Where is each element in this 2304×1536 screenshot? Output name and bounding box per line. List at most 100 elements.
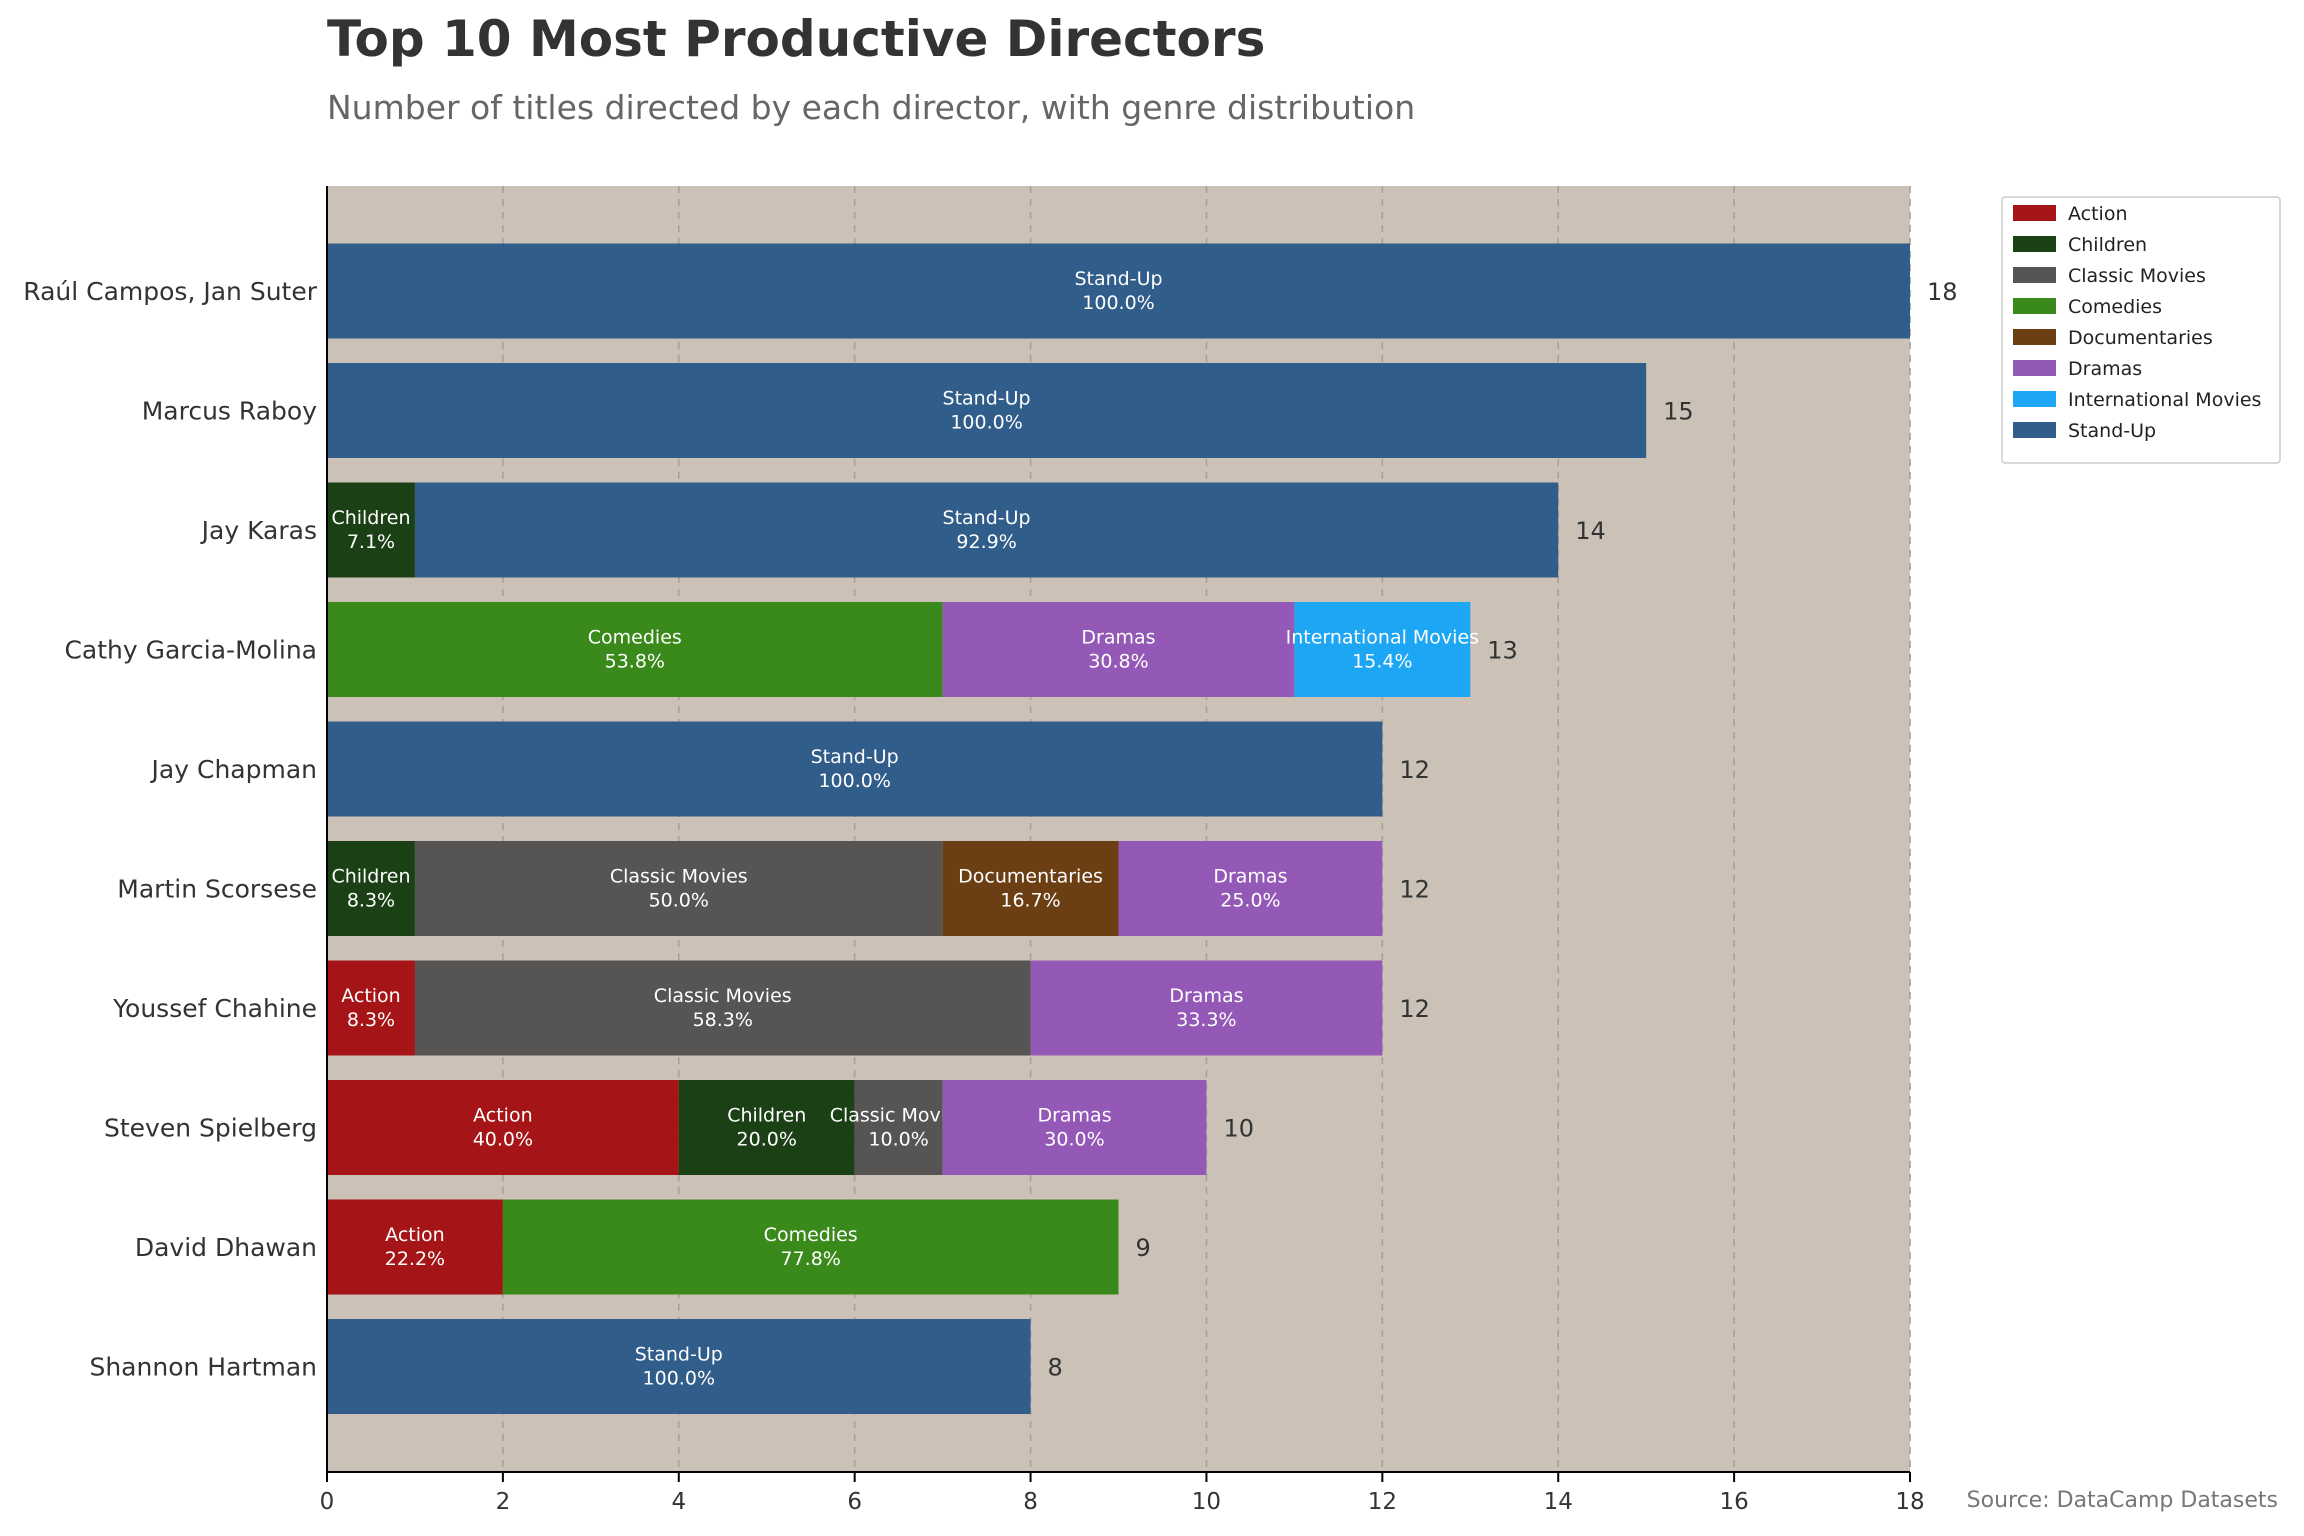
bar-segment-stand-up [327, 243, 1910, 339]
segment-percent-label: 33.3% [1176, 1009, 1236, 1031]
bar-segment-international-movies [1294, 602, 1471, 697]
chart-subtitle: Number of titles directed by each direct… [327, 88, 1416, 127]
legend-label-classic-movies: Classic Movies [2068, 265, 2206, 287]
segment-genre-label: Dramas [1213, 866, 1287, 888]
bar-total-label: 18 [1927, 278, 1958, 306]
legend-swatch-classic-movies [2013, 267, 2056, 283]
category-label: Cathy Garcia-Molina [64, 636, 317, 665]
segment-percent-label: 100.0% [818, 770, 890, 792]
bar-segment-children [327, 841, 415, 936]
segment-percent-label: 22.2% [385, 1248, 445, 1270]
x-tick-label: 8 [1023, 1489, 1038, 1515]
x-tick-label: 14 [1544, 1489, 1573, 1515]
bar-segment-documentaries [942, 841, 1119, 936]
segment-genre-label: Classic Movies [830, 1105, 968, 1127]
bar-segment-children [678, 1080, 855, 1175]
legend-swatch-dramas [2013, 360, 2056, 376]
segment-genre-label: Stand-Up [811, 746, 899, 768]
segment-genre-label: Children [331, 866, 410, 888]
bar-segment-classic-movies [414, 960, 1031, 1056]
bar-segment-action [327, 1080, 679, 1175]
bar-segment-comedies [327, 602, 943, 697]
legend-box [2001, 196, 2281, 464]
bar-total-label: 10 [1223, 1115, 1254, 1143]
segment-genre-label: Dramas [1169, 985, 1243, 1007]
bar-segment-classic-movies [854, 1080, 943, 1175]
bar-segment-stand-up [327, 721, 1383, 817]
bar-segment-dramas [1030, 960, 1383, 1056]
legend-label-international-movies: International Movies [2068, 389, 2261, 411]
bar-segment-action [327, 1199, 503, 1295]
bar-segment-action [327, 960, 415, 1056]
category-label: Jay Chapman [150, 755, 317, 784]
legend-label-documentaries: Documentaries [2068, 327, 2213, 349]
segment-genre-label: Dramas [1037, 1105, 1111, 1127]
category-label: Youssef Chahine [112, 994, 317, 1023]
bar-segment-dramas [942, 602, 1295, 697]
segment-percent-label: 58.3% [693, 1009, 753, 1031]
segment-percent-label: 8.3% [347, 1009, 395, 1031]
legend-swatch-documentaries [2013, 329, 2056, 345]
legend-swatch-action [2013, 205, 2056, 221]
x-tick-label: 10 [1192, 1489, 1221, 1515]
x-tick-label: 2 [496, 1489, 511, 1515]
segment-genre-label: Stand-Up [1074, 268, 1162, 290]
bar-segment-dramas [1118, 841, 1383, 936]
bar-segment-stand-up [327, 1319, 1031, 1414]
x-tick-label: 4 [671, 1489, 686, 1515]
bar-segment-classic-movies [414, 841, 943, 936]
segment-genre-label: Stand-Up [943, 507, 1031, 529]
bar-segment-stand-up [414, 482, 1559, 578]
bar-total-label: 12 [1399, 756, 1430, 784]
segment-genre-label: Action [341, 985, 401, 1007]
bar-total-label: 14 [1575, 517, 1606, 545]
segment-genre-label: Stand-Up [943, 388, 1031, 410]
category-label: Shannon Hartman [89, 1353, 317, 1382]
legend-swatch-comedies [2013, 298, 2056, 314]
bar-segment-comedies [502, 1199, 1119, 1295]
segment-percent-label: 30.8% [1088, 651, 1148, 673]
bar-segment-dramas [942, 1080, 1207, 1175]
legend-swatch-children [2013, 236, 2056, 252]
segment-genre-label: Action [473, 1105, 533, 1127]
segment-percent-label: 30.0% [1044, 1129, 1104, 1151]
bar-total-label: 9 [1136, 1234, 1151, 1262]
x-tick-label: 16 [1719, 1489, 1748, 1515]
x-tick-label: 12 [1368, 1489, 1397, 1515]
category-label: David Dhawan [135, 1233, 317, 1262]
legend-swatch-international-movies [2013, 391, 2056, 407]
segment-genre-label: Stand-Up [635, 1344, 723, 1366]
legend-label-children: Children [2068, 234, 2147, 256]
segment-genre-label: Children [331, 507, 410, 529]
segment-percent-label: 16.7% [1000, 890, 1060, 912]
x-tick-label: 6 [847, 1489, 862, 1515]
segment-percent-label: 15.4% [1352, 651, 1412, 673]
bar-total-label: 12 [1399, 995, 1430, 1023]
legend: Action Children Classic Movies Comedies Docu… [2001, 196, 2281, 464]
category-label: Raúl Campos, Jan Suter [23, 277, 317, 306]
legend-label-stand-up: Stand-Up [2068, 420, 2156, 442]
segment-genre-label: Action [385, 1224, 445, 1246]
segment-genre-label: Classic Movies [610, 866, 748, 888]
segment-genre-label: Classic Movies [654, 985, 792, 1007]
bar-total-label: 13 [1487, 637, 1518, 665]
segment-percent-label: 25.0% [1220, 890, 1280, 912]
segment-percent-label: 20.0% [737, 1129, 797, 1151]
segment-percent-label: 92.9% [956, 531, 1016, 553]
bar-segment-stand-up [327, 363, 1647, 458]
x-tick-label: 0 [320, 1489, 335, 1515]
segment-percent-label: 8.3% [347, 890, 395, 912]
chart-title: Top 10 Most Productive Directors [327, 10, 1266, 68]
segment-percent-label: 50.0% [649, 890, 709, 912]
category-label: Marcus Raboy [142, 397, 317, 426]
category-label: Martin Scorsese [117, 875, 317, 904]
category-label: Steven Spielberg [104, 1114, 317, 1143]
legend-label-comedies: Comedies [2068, 296, 2162, 318]
segment-percent-label: 100.0% [1082, 292, 1154, 314]
x-tick-label: 18 [1895, 1489, 1924, 1515]
segment-genre-label: Children [727, 1105, 806, 1127]
segment-percent-label: 10.0% [868, 1129, 928, 1151]
bar-segment-children [327, 482, 415, 578]
